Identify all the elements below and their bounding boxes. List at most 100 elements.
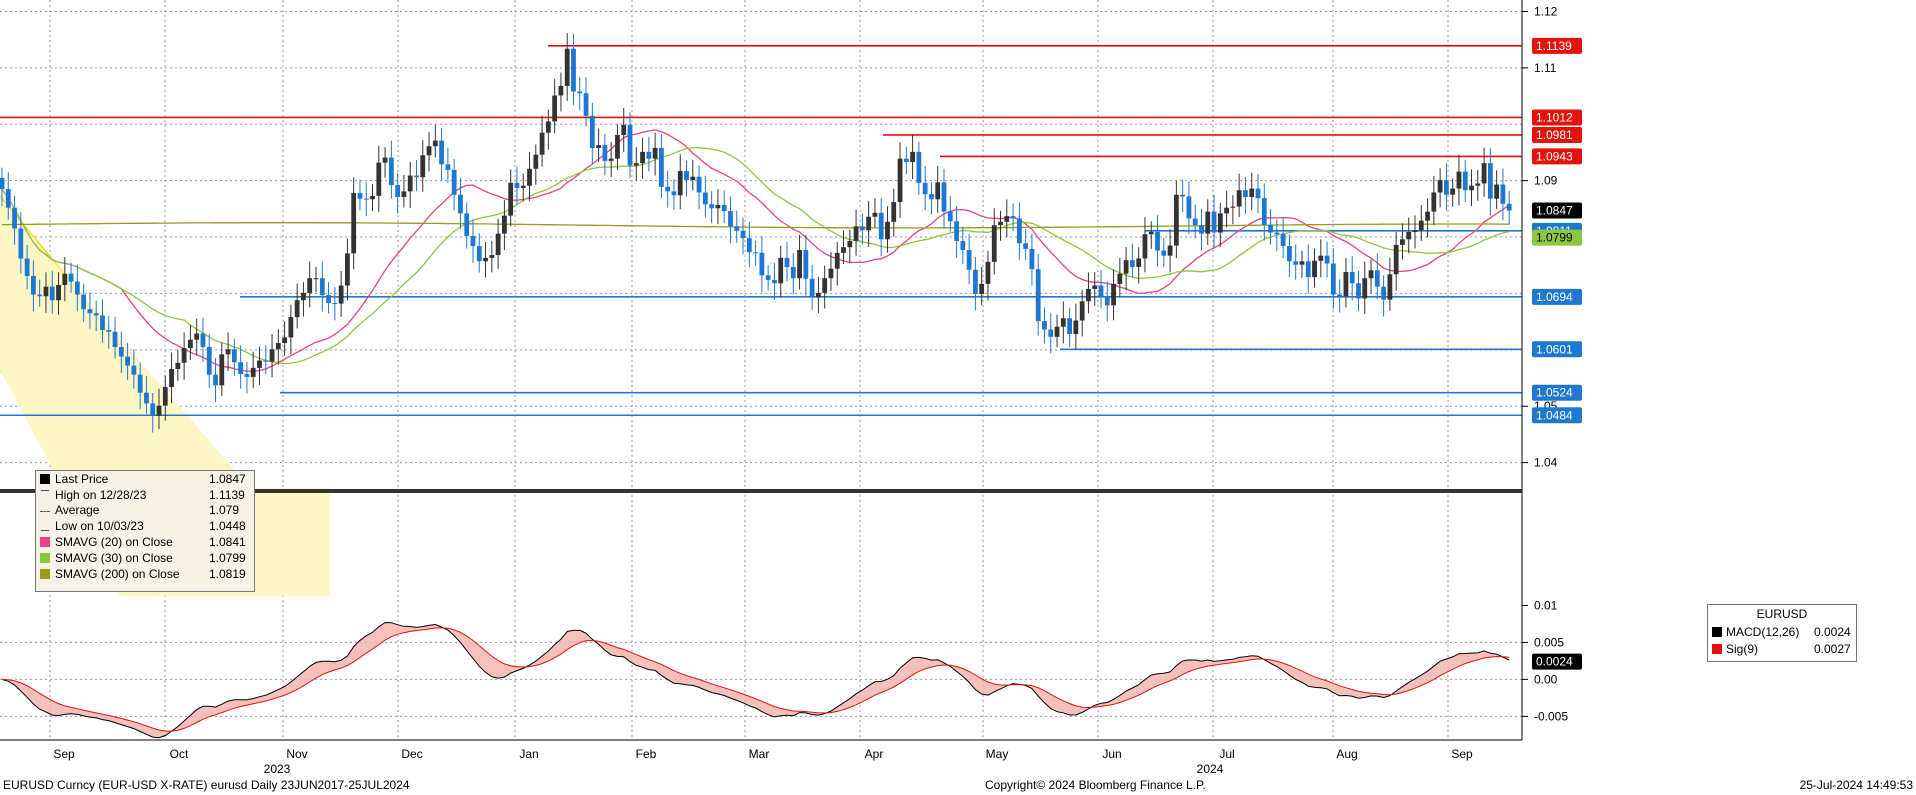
candle-body (106, 330, 112, 332)
candle-body (319, 278, 325, 296)
candle-body (1444, 180, 1449, 195)
x-month-label: Sep (53, 747, 75, 761)
candle-body (118, 347, 124, 357)
x-month-label: Sep (1451, 747, 1473, 761)
candle-body (257, 360, 262, 368)
candle-body (388, 157, 394, 186)
candle-body (973, 269, 978, 294)
price-tag (1532, 109, 1582, 126)
candle-body (1199, 225, 1204, 234)
x-month-label: Feb (636, 747, 657, 761)
legend-swatch (40, 568, 50, 579)
candle-body (1462, 171, 1468, 191)
x-year-label: 2024 (1197, 762, 1224, 776)
macd-histogram-fill (2, 622, 1510, 738)
candle-body (363, 198, 369, 200)
candle-body (853, 226, 859, 241)
candle-body (200, 333, 206, 348)
candle-body (37, 294, 43, 297)
macd-legend-title: EURUSD (1756, 607, 1808, 621)
candle-body (1042, 321, 1047, 330)
high-marker-icon (41, 490, 49, 499)
candle-body (571, 48, 576, 92)
candle-body (5, 189, 11, 208)
price-tag-label: 1.0981 (1536, 128, 1573, 142)
candle-body (1268, 224, 1273, 233)
candle-body (131, 365, 137, 375)
macd-panel (0, 621, 1522, 739)
candle-body (1456, 171, 1462, 189)
legend-swatch (40, 537, 50, 548)
support-resistance-lines (0, 45, 1522, 417)
candle-body (144, 392, 149, 404)
candle-body (1305, 261, 1311, 278)
candle-body (294, 300, 300, 318)
candle-body (470, 235, 476, 247)
candle-body (87, 309, 93, 314)
candle-body (1381, 286, 1386, 300)
candle-body (885, 221, 890, 240)
legend-value: 1.0841 (209, 535, 246, 550)
candle-body (1312, 260, 1317, 278)
legend-item: SMAVG (200) on Close 1.0819 (36, 566, 254, 582)
legend-item: Low on 10/03/23 1.0448 (36, 518, 254, 534)
legend-label: SMAVG (200) on Close (55, 566, 180, 581)
legend-swatch (40, 552, 50, 563)
price-tag-label: 1.0601 (1536, 342, 1573, 356)
candle-body (514, 182, 520, 188)
candle-body (646, 151, 652, 159)
x-month-label: Jul (1219, 747, 1234, 761)
candle-body (489, 255, 495, 258)
candle-body (564, 48, 570, 86)
candle-body (1349, 272, 1355, 284)
candle-body (1117, 273, 1123, 284)
candle-body (1243, 190, 1248, 197)
candle-body (1425, 211, 1430, 221)
macd-tag (1532, 653, 1582, 670)
candle-body (250, 367, 256, 377)
x-month-label: Dec (401, 747, 422, 761)
candle-body (502, 215, 507, 234)
legend-value: 1.079 (209, 503, 240, 518)
candle-body (357, 193, 363, 199)
candle-body (834, 252, 840, 269)
price-tags: 1.11391.10121.09811.09431.08111.06941.06… (1532, 37, 1582, 670)
legend-item: SMAVG (30) on Close 1.0799 (36, 550, 254, 566)
candle-body (495, 233, 501, 256)
candle-body (458, 194, 463, 214)
candle-body (1506, 203, 1512, 211)
sma200-line (2, 222, 1510, 229)
candle-body (602, 145, 608, 161)
candle-body (0, 177, 5, 190)
candle-body (508, 182, 514, 216)
candle-body (1173, 194, 1179, 246)
candle-body (432, 140, 438, 147)
x-month-label: Aug (1336, 747, 1357, 761)
candle-body (31, 275, 36, 295)
candle-body (803, 250, 809, 279)
candle-body (307, 278, 313, 293)
candle-body (24, 258, 30, 276)
axes: 1.121.111.091.051.040.010.0050.00-0.005S… (0, 0, 1568, 776)
candle-body (18, 228, 24, 259)
legend-label: Sig(9) (1726, 641, 1759, 656)
candle-body (1104, 296, 1110, 306)
candle-body (351, 193, 357, 254)
candle-body (1111, 283, 1116, 306)
candle-body (1098, 285, 1104, 297)
candle-body (822, 278, 828, 293)
candle-body (633, 163, 639, 166)
y-tick-label: 1.12 (1534, 4, 1558, 18)
candle-body (1067, 318, 1072, 335)
candle-body (439, 140, 444, 165)
candle-body (784, 257, 790, 267)
candle-body (960, 240, 966, 251)
candle-body (1217, 213, 1223, 233)
candle-body (778, 257, 784, 284)
candle-body (238, 362, 244, 375)
candle-body (1469, 185, 1474, 191)
candle-body (1374, 270, 1380, 287)
candle-body (577, 91, 583, 94)
price-tag (1532, 126, 1582, 143)
legend-item: Sig(9) 0.0027 (1708, 640, 1856, 657)
